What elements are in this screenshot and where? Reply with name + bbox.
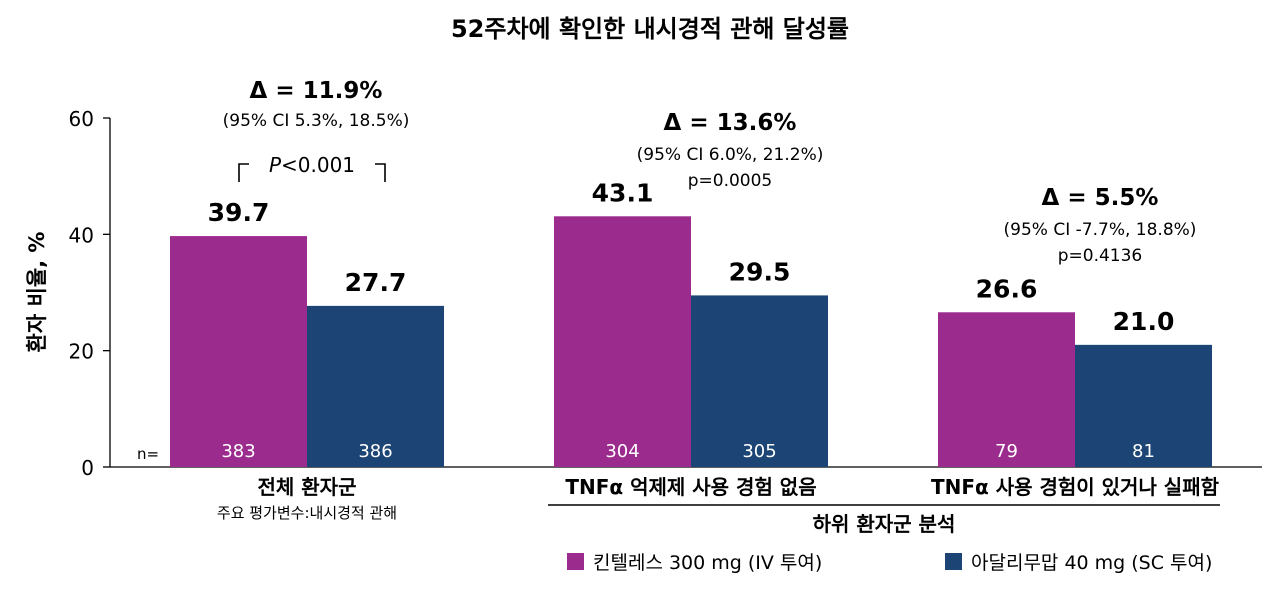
p-value-overall: P<0.001 xyxy=(269,153,355,177)
data-label: 43.1 xyxy=(592,178,654,207)
legend-swatch xyxy=(567,553,584,570)
p-value: p=0.0005 xyxy=(688,171,773,191)
bar xyxy=(307,305,444,467)
confidence-interval: (95% CI 5.3%, 18.5%) xyxy=(223,111,410,131)
category-sublabel: 주요 평가변수:내시경적 관해 xyxy=(217,504,397,522)
difference-label: Δ = 13.6% xyxy=(664,110,797,136)
legend-label: 킨텔레스 300 mg (IV 투여) xyxy=(593,552,822,574)
data-label: 21.0 xyxy=(1113,307,1175,336)
data-label: 27.7 xyxy=(345,268,407,297)
n-count: 79 xyxy=(995,441,1018,462)
p-value-bracket-right xyxy=(375,163,386,182)
confidence-interval: (95% CI 6.0%, 21.2%) xyxy=(637,145,824,165)
y-tick-label: 60 xyxy=(69,107,94,131)
y-axis-label: 환자 비율, % xyxy=(25,232,49,353)
n-count: 81 xyxy=(1132,441,1155,462)
y-tick-label: 0 xyxy=(81,456,94,480)
legend-swatch xyxy=(945,553,962,570)
p-value-text: <0.001 xyxy=(281,153,355,177)
bar xyxy=(691,295,828,467)
data-label: 29.5 xyxy=(729,257,791,286)
n-count: 386 xyxy=(358,441,392,462)
n-count: 383 xyxy=(221,441,255,462)
bar xyxy=(554,216,691,467)
category-label: 전체 환자군 xyxy=(258,475,357,499)
difference-label: Δ = 11.9% xyxy=(250,78,383,104)
confidence-interval: (95% CI -7.7%, 18.8%) xyxy=(1004,220,1197,240)
n-count: 304 xyxy=(605,441,639,462)
difference-label: Δ = 5.5% xyxy=(1042,185,1159,211)
subgroup-label: 하위 환자군 분석 xyxy=(813,512,956,536)
n-label: n= xyxy=(137,445,159,463)
p-value: p=0.4136 xyxy=(1058,246,1143,266)
n-count: 305 xyxy=(742,441,776,462)
y-tick-label: 20 xyxy=(69,340,94,364)
bar xyxy=(170,236,307,467)
y-tick-label: 40 xyxy=(69,223,94,247)
p-value-bracket-left xyxy=(238,163,249,182)
chart-title: 52주차에 확인한 내시경적 관해 달성률 xyxy=(451,15,849,43)
data-label: 39.7 xyxy=(208,198,270,227)
p-value-symbol: P xyxy=(269,153,282,177)
data-label: 26.6 xyxy=(976,274,1038,303)
category-label: TNFα 억제제 사용 경험 없음 xyxy=(565,475,816,499)
bar xyxy=(938,312,1075,467)
bar xyxy=(1075,344,1212,467)
category-label: TNFα 사용 경험이 있거나 실패함 xyxy=(931,475,1220,499)
legend-label: 아달리무맙 40 mg (SC 투여) xyxy=(971,552,1212,574)
